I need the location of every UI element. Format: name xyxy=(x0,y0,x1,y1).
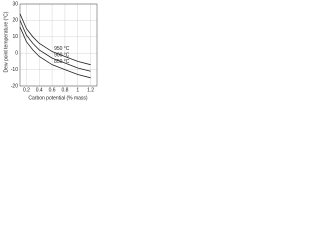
series-line xyxy=(19,13,91,66)
series-label: 950 °C xyxy=(54,46,70,52)
x-tick-label: 0.2 xyxy=(23,87,30,93)
series-label: 900 °C xyxy=(54,52,70,58)
x-tick-label: 0.8 xyxy=(61,87,68,93)
chart: Dew point temperature (°C) Carbon potent… xyxy=(0,0,100,103)
series-label: 850 °C xyxy=(54,59,70,65)
plot-frame xyxy=(19,3,98,87)
series-line xyxy=(19,26,91,79)
x-tick-label: 1 xyxy=(76,87,79,93)
y-tick-label: 30 xyxy=(12,1,18,7)
y-tick-label: -20 xyxy=(11,83,18,89)
y-tick-label: 20 xyxy=(12,18,18,24)
y-tick-label: -10 xyxy=(11,67,18,73)
x-axis-label: Carbon potential (% mass) xyxy=(28,95,88,101)
x-tick-label: 0.6 xyxy=(49,87,56,93)
y-tick-label: 0 xyxy=(15,51,18,57)
y-axis-label: Dew point temperature (°C) xyxy=(3,11,9,72)
y-tick-label: 10 xyxy=(12,34,18,40)
series-line xyxy=(19,20,91,72)
x-tick-label: 1.2 xyxy=(87,87,94,93)
x-tick-label: 0.4 xyxy=(36,87,43,93)
